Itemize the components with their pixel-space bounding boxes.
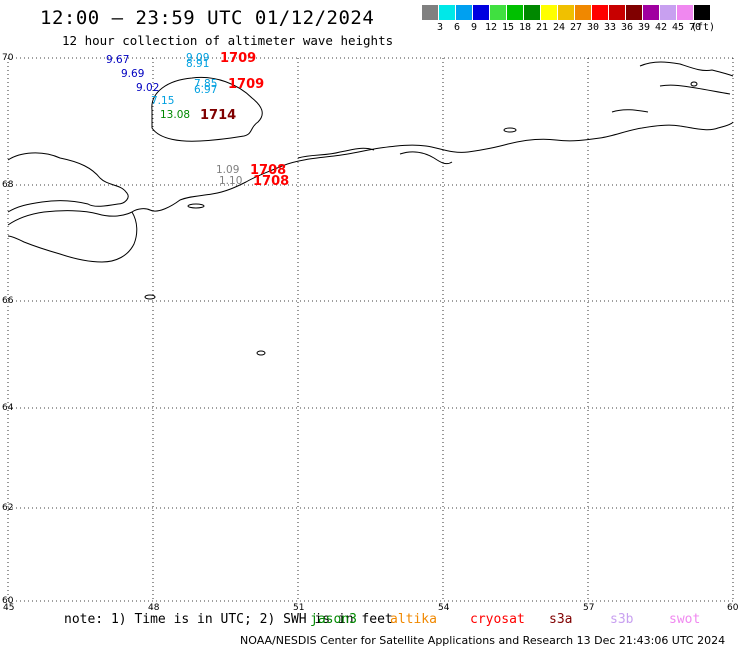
wave-height-label: 7.15 (151, 95, 174, 107)
lon-labels: 45 48 51 54 57 60 (3, 603, 739, 613)
legend-swatch (507, 5, 524, 20)
lat-label: 66 (2, 296, 14, 306)
legend-swatch (660, 5, 677, 20)
islet (144, 294, 156, 300)
mainland-coast (639, 61, 734, 77)
observation-time-label: 1708 (250, 163, 286, 178)
legend-bin-label: 27 (569, 22, 583, 33)
legend-swatch (609, 5, 626, 20)
observations: 9.67 9.69 9.02 9.09 8.91 7.85 6.97 7.15 … (106, 51, 289, 189)
footer-note: note: 1) Time is in UTC; 2) SWH is in fe… (64, 612, 393, 627)
legend-bin-label: 24 (552, 22, 566, 33)
legend-swatch (643, 5, 660, 20)
legend-swatch (524, 5, 541, 20)
lon-label: 54 (438, 603, 450, 613)
map-subtitle: 12 hour collection of altimeter wave hei… (62, 33, 394, 48)
legend-bin-label: 3 (436, 22, 444, 33)
observation-time-label: 1708 (253, 174, 289, 189)
island-coast (151, 76, 263, 142)
islet (187, 203, 205, 209)
wave-height-label: 9.67 (106, 54, 129, 66)
mainland-coast (611, 109, 649, 113)
mainland-coast (659, 84, 731, 95)
satellite-legend-s3a: s3a (549, 612, 573, 627)
legend-bin-label: 42 (654, 22, 668, 33)
legend-swatch (473, 5, 490, 20)
wave-height-label: 1.09 (216, 164, 239, 176)
wave-height-label: 9.09 (186, 52, 209, 64)
wave-height-label: 9.69 (121, 68, 144, 80)
lon-label: 48 (148, 603, 160, 613)
legend-bin-label: 30 (586, 22, 600, 33)
legend-bin-label: 6 (453, 22, 461, 33)
legend-labels: 3 6 9 12 15 18 21 24 27 30 33 36 39 42 45 70 (ft) (422, 20, 715, 33)
mainland-coast (7, 121, 734, 226)
color-legend: 3 6 9 12 15 18 21 24 27 30 33 36 39 42 45 70 (ft) (422, 5, 715, 33)
wave-height-label: 6.97 (194, 84, 217, 96)
mainland-coast (7, 152, 129, 213)
observation-time-label: 1709 (228, 77, 264, 92)
map-title: 12:00 — 23:59 UTC 01/12/2024 (40, 7, 375, 29)
legend-swatch (558, 5, 575, 20)
legend-swatch (626, 5, 643, 20)
satellite-legend-swot: swot (669, 612, 701, 627)
legend-bin-label: 39 (637, 22, 651, 33)
legend-bin-label: 36 (620, 22, 634, 33)
legend-bin-label: 15 (501, 22, 515, 33)
lat-label: 68 (2, 180, 14, 190)
lon-label: 45 (3, 603, 14, 613)
islet (503, 127, 517, 133)
legend-swatch (541, 5, 558, 20)
legend-swatch (422, 5, 439, 20)
legend-swatch (694, 5, 711, 20)
satellite-legend-jason3: jason3 (310, 612, 357, 627)
wave-height-label: 8.91 (186, 58, 209, 70)
legend-swatch (439, 5, 456, 20)
legend-swatch (456, 5, 473, 20)
wave-height-label: 1.10 (219, 175, 242, 187)
satellite-legend-cryosat: cryosat (470, 612, 525, 627)
lon-label: 51 (293, 603, 304, 613)
credit-line: NOAA/NESDIS Center for Satellite Applica… (240, 634, 726, 647)
observation-time-label: 1709 (220, 51, 256, 66)
observation-time-label: 1714 (200, 108, 236, 123)
legend-bin-label: 18 (518, 22, 532, 33)
lon-label: 60 (727, 603, 739, 613)
islet (256, 350, 266, 356)
graticule (7, 57, 734, 602)
legend-swatch (575, 5, 592, 20)
lon-label: 57 (583, 603, 594, 613)
lat-label: 70 (2, 53, 14, 63)
legend-swatch (592, 5, 609, 20)
lat-label: 60 (2, 596, 14, 606)
legend-swatch (490, 5, 507, 20)
lat-label: 64 (2, 403, 14, 413)
legend-bin-label: 12 (484, 22, 498, 33)
gulf-coast (399, 151, 453, 165)
satellite-legend-altika: altika (390, 612, 437, 627)
wave-height-label: 9.02 (136, 82, 159, 94)
legend-swatches (422, 5, 711, 20)
legend-bin-label: 33 (603, 22, 617, 33)
lat-label: 62 (2, 503, 13, 513)
legend-bin-label: 70 (688, 22, 702, 33)
legend-bin-label: 45 (671, 22, 685, 33)
lat-labels: 70 68 66 64 62 60 (2, 53, 14, 606)
legend-bin-label: 21 (535, 22, 549, 33)
islet (690, 81, 698, 87)
legend-unit: (ft) (690, 22, 716, 33)
coastline (7, 61, 734, 356)
gulf-coast (297, 147, 375, 159)
wave-height-label: 7.85 (194, 78, 217, 90)
satellite-legend-s3b: s3b (610, 612, 634, 627)
wave-height-label: 13.08 (160, 109, 190, 121)
legend-bin-label: 9 (470, 22, 478, 33)
mainland-coast (7, 211, 138, 263)
legend-swatch (677, 5, 694, 20)
